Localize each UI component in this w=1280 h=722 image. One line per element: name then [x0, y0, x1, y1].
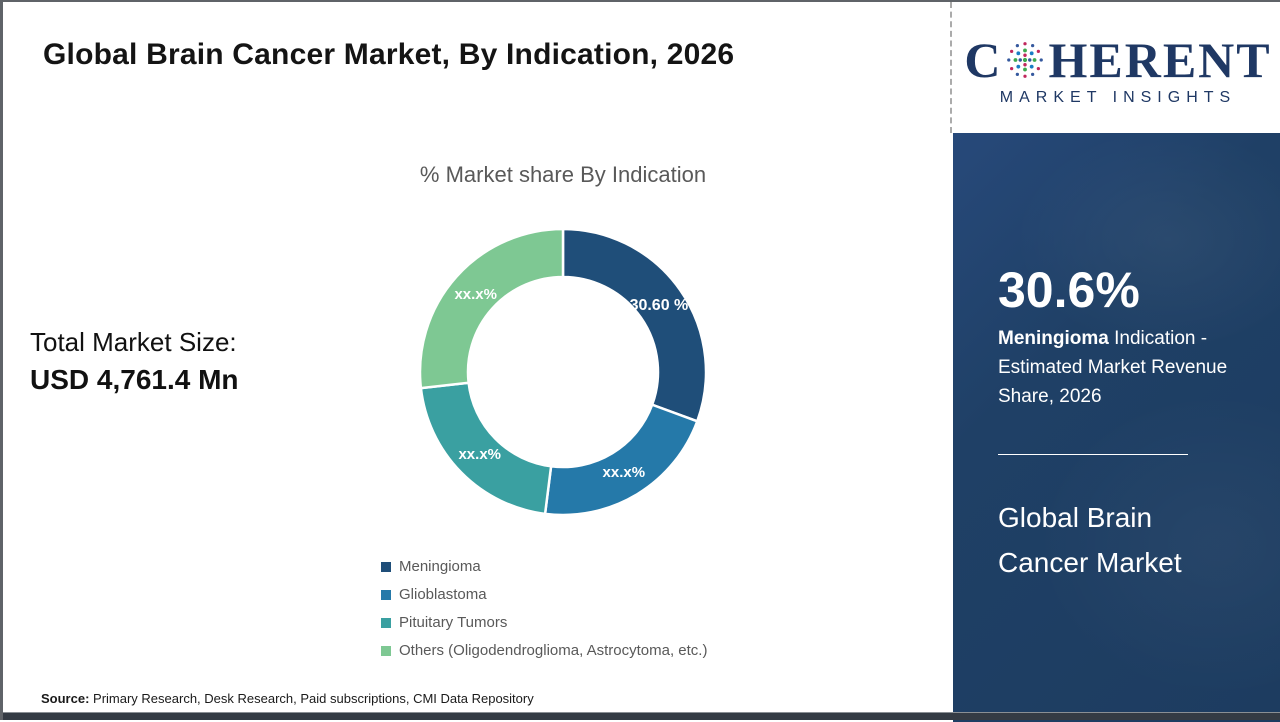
- page-title: Global Brain Cancer Market, By Indicatio…: [43, 38, 735, 71]
- donut-slice-others: [418, 227, 565, 390]
- legend-swatch: [381, 645, 391, 656]
- donut-data-label: xx.x%: [603, 464, 646, 481]
- coherent-globe-icon: [1007, 41, 1044, 78]
- chart-legend: Meningioma Glioblastoma Pituitary Tumors Ot…: [381, 558, 707, 659]
- sidebar-market-name: Global Brain Cancer Market: [998, 502, 1182, 579]
- donut-slice-meningioma: [561, 227, 708, 423]
- donut-data-label: xx.x%: [458, 446, 501, 463]
- legend-item: Others (Oligodendroglioma, Astrocytoma, …: [381, 642, 707, 659]
- legend-label: Glioblastoma: [399, 586, 487, 603]
- coherent-logo: C: [953, 2, 1280, 133]
- bottom-strip: [3, 712, 1280, 720]
- source-text: Primary Research, Desk Research, Paid su…: [89, 691, 534, 706]
- legend-swatch: [381, 617, 391, 628]
- legend-label: Others (Oligodendroglioma, Astrocytoma, …: [399, 642, 708, 659]
- sidebar-divider: [998, 454, 1188, 455]
- legend-item: Meningioma: [381, 558, 707, 575]
- stat-segment-name: Meningioma: [998, 328, 1109, 349]
- stat-description-rest: Indication - Estimated Market Revenue Sh…: [998, 328, 1228, 407]
- stat-description: Meningioma Indication - Estimated Market…: [998, 325, 1238, 412]
- stat-value: 30.6%: [998, 262, 1140, 318]
- logo-wordmark: C: [964, 35, 1271, 85]
- dashed-divider: [950, 2, 952, 133]
- donut-slice-glioblastoma: [543, 403, 699, 517]
- legend-label: Pituitary Tumors: [399, 614, 508, 631]
- legend-item: Glioblastoma: [381, 586, 707, 603]
- legend-swatch: [381, 589, 391, 600]
- donut-data-label: 30.60 %: [630, 297, 689, 314]
- logo-letter-c: C: [964, 31, 1003, 88]
- source-label: Source:: [41, 691, 90, 706]
- legend-item: Pituitary Tumors: [381, 614, 707, 631]
- logo-tagline: MARKET INSIGHTS: [999, 88, 1237, 106]
- donut-data-label: xx.x%: [454, 286, 497, 303]
- logo-letters-herent: HERENT: [1048, 31, 1272, 88]
- donut-chart: 30.60 % xx.x% xx.x% xx.x%: [418, 227, 708, 517]
- chart-title: % Market share By Indication: [419, 162, 707, 187]
- legend-swatch: [381, 561, 391, 572]
- legend-label: Meningioma: [399, 558, 481, 575]
- source-note: Source: Primary Research, Desk Research,…: [41, 691, 534, 706]
- sidebar-panel: 30.6% Meningioma Indication - Estimated …: [953, 133, 1280, 722]
- total-market-size-value: USD 4,761.4 Mn: [30, 364, 239, 395]
- total-market-size-label: Total Market Size:: [30, 327, 237, 357]
- total-market-size: Total Market Size: USD 4,761.4 Mn: [30, 327, 239, 396]
